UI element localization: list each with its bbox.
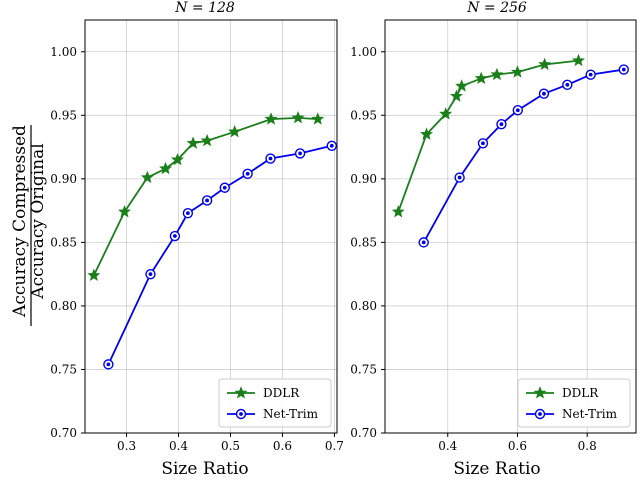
data-point-ddlr xyxy=(87,268,101,281)
data-point-ddlr xyxy=(490,67,504,81)
data-point-net-trim-center xyxy=(588,72,593,77)
x-axis-label: Size Ratio xyxy=(453,459,540,479)
x-tick-label: 0.8 xyxy=(578,439,597,453)
y-axis-label-denominator: Accuracy Original xyxy=(28,143,48,299)
data-point-net-trim-center xyxy=(106,362,111,367)
series-line-ddlr xyxy=(397,59,579,213)
plot-frame xyxy=(84,19,338,434)
x-tick-label: 0.6 xyxy=(508,439,527,453)
y-tick-label: 0.75 xyxy=(50,362,77,376)
data-point-net-trim-center xyxy=(172,234,177,238)
data-point-ddlr xyxy=(186,136,200,149)
data-point-net-trim-center xyxy=(185,211,190,216)
y-tick-label: 0.85 xyxy=(50,235,77,249)
y-tick-label: 0.90 xyxy=(350,172,377,186)
y-tick-label: 0.70 xyxy=(350,426,377,440)
chart-panel-n128: N = 128 0.700.750.800.850.900.951.000.3 0… xyxy=(50,0,344,479)
chart-title: N = 128 xyxy=(174,0,235,16)
x-tick-label: 0.5 xyxy=(221,439,240,453)
data-point-ddlr xyxy=(117,205,131,218)
legend-marker-ddlr xyxy=(533,386,547,399)
data-point-ddlr xyxy=(391,205,405,218)
data-point-ddlr xyxy=(474,71,488,84)
data-point-ddlr xyxy=(159,161,173,175)
data-point-net-trim-center xyxy=(515,108,520,113)
data-point-ddlr xyxy=(140,170,154,184)
legend: DDLR Net-Trim xyxy=(218,378,332,428)
data-point-net-trim-center xyxy=(621,67,626,72)
plot-frame xyxy=(384,19,637,434)
data-point-net-trim-center xyxy=(329,143,334,148)
series-line-net-trim xyxy=(107,144,333,365)
data-point-ddlr xyxy=(419,127,433,140)
data-point-ddlr xyxy=(170,152,184,166)
data-point-net-trim-center xyxy=(457,175,462,180)
data-point-net-trim-center xyxy=(481,141,485,146)
legend-label-net-trim: Net-Trim xyxy=(263,407,319,421)
data-point-ddlr xyxy=(311,112,325,125)
data-point-ddlr xyxy=(510,65,524,78)
legend-marker-net-trim-center xyxy=(239,412,243,416)
chart-title: N = 256 xyxy=(466,0,527,16)
legend-label-net-trim: Net-Trim xyxy=(562,407,618,421)
data-point-net-trim-center xyxy=(245,171,250,176)
plot-area: 0.70 0.75 0.80 0.85 0.90 0.95 1.00 0.4 0.6 0.8 DDL… xyxy=(350,19,637,453)
y-axis-label-numerator: Accuracy Compressed xyxy=(10,125,30,318)
data-point-net-trim-center xyxy=(205,198,210,203)
data-point-net-trim-center xyxy=(298,151,303,156)
data-point-net-trim-center xyxy=(148,272,153,277)
legend: DDLR Net-Trim xyxy=(517,378,631,428)
legend-label-ddlr: DDLR xyxy=(263,386,300,400)
data-point-ddlr xyxy=(228,125,242,138)
data-point-ddlr xyxy=(538,57,552,70)
data-point-ddlr xyxy=(264,112,278,125)
x-axis-label: Size Ratio xyxy=(161,459,248,479)
legend-marker-net-trim-center xyxy=(538,412,542,416)
y-tick-label: 0.70 xyxy=(50,426,77,440)
y-tick-label: 0.95 xyxy=(350,108,377,122)
x-tick-label: 0.3 xyxy=(117,439,136,453)
plot-area: 0.70 0.75 0.80 0.85 0.90 0.95 1.00 0.3 0.4 0.5 0.6… xyxy=(50,19,344,453)
data-point-ddlr xyxy=(439,107,453,120)
data-point-ddlr xyxy=(449,89,463,102)
legend-label-ddlr: DDLR xyxy=(562,386,599,400)
y-tick-label: 0.80 xyxy=(350,299,377,313)
x-tick-label: 0.7 xyxy=(325,439,344,453)
y-tick-label: 1.00 xyxy=(50,45,77,59)
data-point-ddlr xyxy=(200,133,214,147)
y-axis-label: Accuracy Compressed Accuracy Original xyxy=(10,125,48,326)
data-point-net-trim-center xyxy=(542,91,546,96)
y-tick-label: 0.95 xyxy=(50,108,77,122)
x-tick-label: 0.4 xyxy=(169,439,188,453)
y-tick-label: 0.90 xyxy=(50,172,77,186)
y-tick-label: 1.00 xyxy=(350,45,377,59)
y-tick-label: 0.85 xyxy=(350,235,377,249)
data-point-ddlr xyxy=(455,79,469,92)
x-tick-label: 0.6 xyxy=(273,439,292,453)
data-point-ddlr xyxy=(571,53,585,67)
x-tick-label: 0.4 xyxy=(438,439,457,453)
data-point-net-trim-center xyxy=(421,240,426,245)
y-tick-label: 0.75 xyxy=(350,362,377,376)
data-point-net-trim-center xyxy=(222,185,227,190)
y-tick-label: 0.80 xyxy=(50,299,77,313)
data-point-net-trim-center xyxy=(268,156,273,161)
legend-marker-ddlr xyxy=(234,386,248,399)
data-point-net-trim-center xyxy=(499,122,504,127)
data-point-net-trim-center xyxy=(565,82,570,87)
chart-panel-n256: N = 256 0.700.750.800.850.900.951.000.4 0… xyxy=(350,0,637,479)
data-point-ddlr xyxy=(291,111,305,124)
